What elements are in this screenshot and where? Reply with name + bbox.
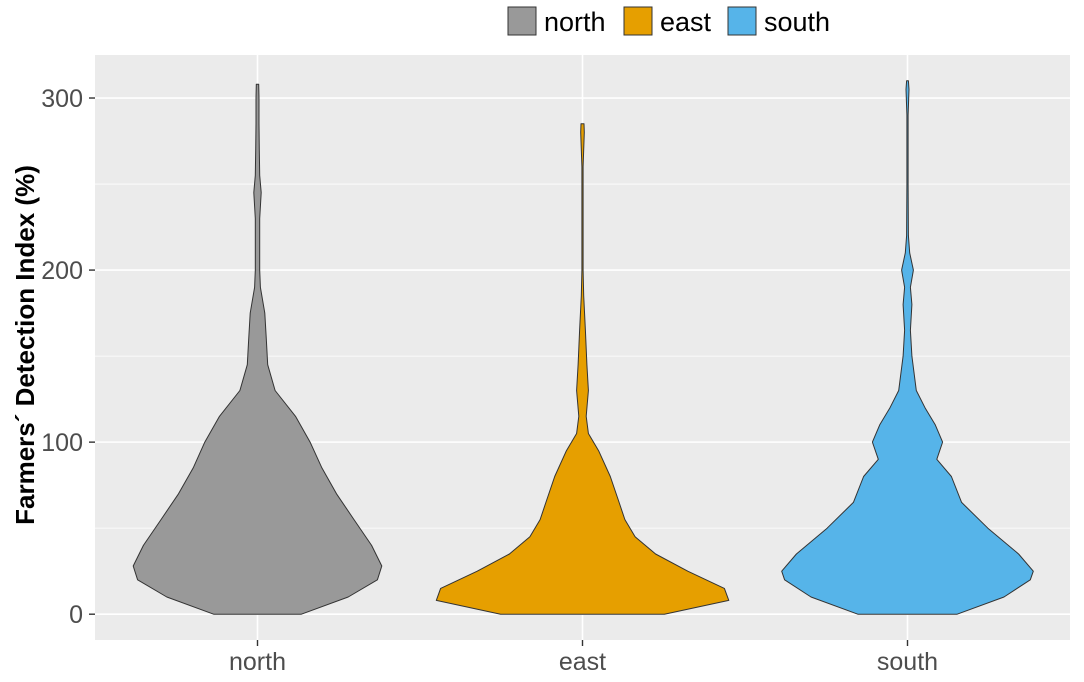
x-tick-label: south	[877, 648, 938, 676]
legend-label-east: east	[660, 7, 712, 37]
y-tick-label: 200	[41, 257, 83, 285]
violin-east	[435, 123, 730, 615]
legend-label-north: north	[544, 7, 606, 37]
violins	[132, 80, 1034, 615]
legend-label-south: south	[764, 7, 830, 37]
y-tick-label: 100	[41, 429, 83, 457]
violin-north	[132, 83, 383, 615]
x-axis: north east south	[229, 640, 938, 676]
legend-key-east	[623, 6, 653, 36]
y-axis-title: Farmers´ Detection Index (%)	[10, 165, 40, 525]
violin-south	[781, 80, 1034, 615]
legend-key-south	[727, 6, 757, 36]
x-tick-label: north	[229, 648, 286, 676]
y-tick-label: 300	[41, 85, 83, 113]
y-tick-label: 0	[69, 601, 83, 629]
legend: north east south	[507, 6, 830, 37]
legend-key-north	[507, 6, 537, 36]
y-axis: 0 100 200 300	[41, 85, 95, 629]
x-tick-label: east	[559, 648, 606, 676]
